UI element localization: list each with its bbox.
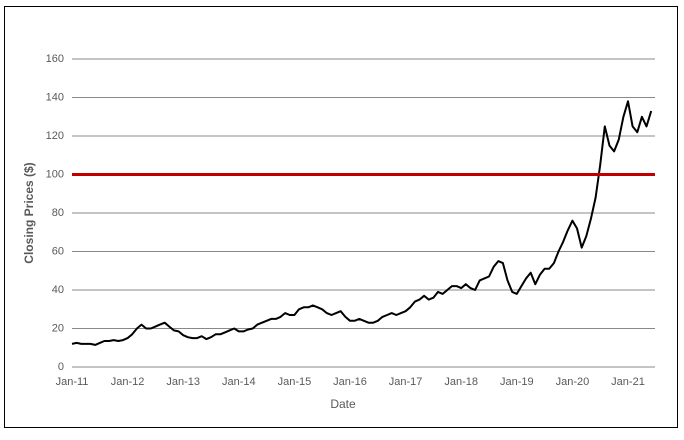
y-tick-label: 60 bbox=[52, 245, 64, 257]
x-tick-label: Jan-17 bbox=[389, 376, 423, 388]
x-tick-label: Jan-21 bbox=[611, 376, 645, 388]
y-tick-label: 0 bbox=[58, 361, 64, 373]
price-line bbox=[71, 100, 653, 346]
x-tick-label: Jan-18 bbox=[444, 376, 478, 388]
y-tick-label: 140 bbox=[46, 91, 64, 103]
x-tick-label: Jan-15 bbox=[278, 376, 312, 388]
x-tick-label: Jan-12 bbox=[111, 376, 145, 388]
y-tick-label: 120 bbox=[46, 130, 64, 142]
x-tick-label: Jan-20 bbox=[556, 376, 590, 388]
chart-border bbox=[4, 6, 678, 428]
x-axis-label: Date bbox=[330, 397, 356, 411]
x-tick-label: Jan-11 bbox=[56, 376, 89, 388]
y-tick-label: 160 bbox=[46, 53, 64, 65]
y-tick-label: 40 bbox=[52, 284, 64, 296]
x-tick-label: Jan-13 bbox=[166, 376, 200, 388]
x-tick-label: Jan-19 bbox=[500, 376, 534, 388]
y-tick-label: 100 bbox=[46, 168, 64, 180]
x-tick-label: Jan-14 bbox=[222, 376, 256, 388]
y-tick-label: 80 bbox=[52, 207, 64, 219]
x-tick-label: Jan-16 bbox=[333, 376, 367, 388]
y-tick-label: 20 bbox=[52, 322, 64, 334]
y-axis-label: Closing Prices ($) bbox=[22, 162, 36, 263]
